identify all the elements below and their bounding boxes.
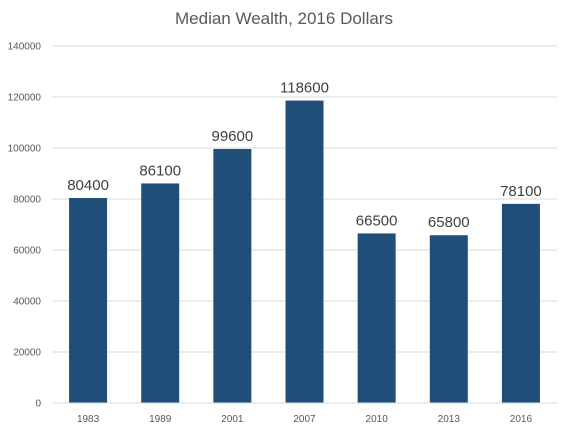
x-tick-label-1983: 1983 [77, 414, 100, 425]
bar-2007 [285, 100, 324, 403]
y-tick-label: 120000 [8, 93, 42, 104]
y-axis-tick-labels: 0 20000 40000 60000 80000 100000 120000 140000 [8, 42, 42, 410]
y-tick-label: 20000 [13, 348, 41, 359]
data-label-2013: 65800 [428, 214, 470, 231]
data-label-1983: 80400 [67, 177, 109, 194]
bar-2013 [429, 235, 468, 403]
y-tick-label: 100000 [8, 144, 42, 155]
x-tick-label-2016: 2016 [510, 414, 533, 425]
data-label-1989: 86100 [139, 162, 181, 179]
x-tick-label-2013: 2013 [438, 414, 461, 425]
bar-1989 [141, 183, 180, 403]
x-tick-label-2010: 2010 [366, 414, 389, 425]
x-tick-label-2001: 2001 [221, 414, 244, 425]
chart-title: Median Wealth, 2016 Dollars [175, 9, 393, 28]
data-label-2007: 118600 [280, 80, 329, 97]
x-tick-label-1989: 1989 [149, 414, 172, 425]
bar-2001 [213, 149, 252, 403]
data-label-2016: 78100 [500, 183, 542, 200]
data-labels: 80400 86100 99600 118600 66500 65800 78100 [67, 80, 542, 232]
bar-1983 [69, 197, 108, 403]
bar-2016 [501, 203, 540, 403]
bars [69, 100, 540, 403]
data-label-2010: 66500 [356, 212, 398, 229]
x-axis-tick-labels: 1983 1989 2001 2007 2010 2013 2016 [77, 414, 533, 425]
y-tick-label: 0 [35, 399, 41, 410]
bar-2010 [357, 233, 396, 403]
y-tick-label: 80000 [13, 195, 41, 206]
x-tick-label-2007: 2007 [293, 414, 316, 425]
y-tick-label: 140000 [8, 42, 42, 53]
data-label-2001: 99600 [211, 128, 253, 145]
y-tick-label: 60000 [13, 246, 41, 257]
y-tick-label: 40000 [13, 297, 41, 308]
